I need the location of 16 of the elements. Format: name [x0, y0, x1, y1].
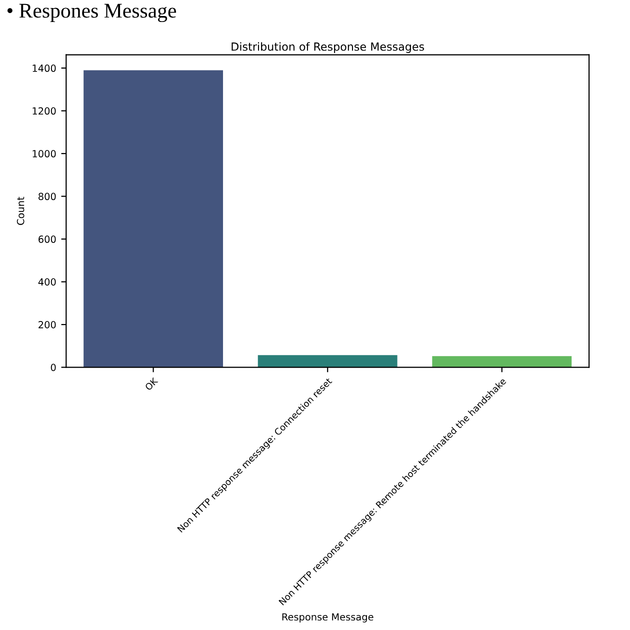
y-axis-title: Count	[16, 196, 24, 225]
y-tick-label: 1400	[32, 64, 56, 72]
bar	[432, 356, 572, 368]
y-tick-label: 0	[50, 364, 56, 372]
y-tick-label: 1200	[32, 107, 56, 115]
y-tick-label: 600	[38, 236, 56, 243]
y-tick-label: 200	[38, 321, 56, 328]
chart-title: Distribution of Response Messages	[232, 42, 424, 53]
x-axis-title: Response Message	[282, 613, 374, 622]
bar	[258, 355, 398, 368]
y-tick-label: 400	[38, 278, 56, 286]
x-tick-label: OK	[144, 376, 158, 391]
y-tick-label: 1000	[32, 150, 56, 158]
y-tick-label: 800	[38, 192, 56, 200]
bar	[84, 70, 224, 368]
text: • Respones Message	[7, 4, 176, 22]
